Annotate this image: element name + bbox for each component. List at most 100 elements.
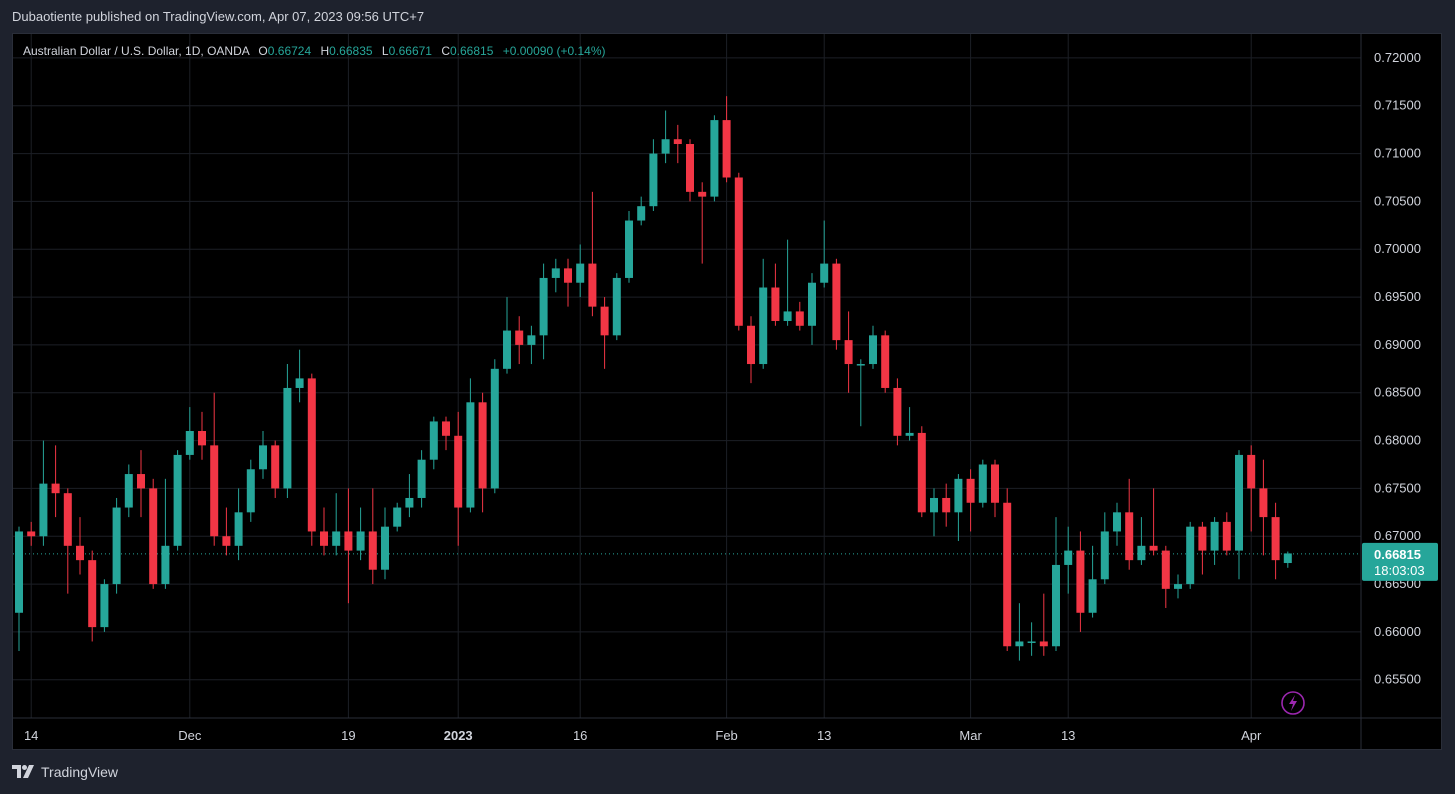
candle-body [1052, 564, 1060, 647]
brand-name: TradingView [41, 764, 119, 780]
candle-up [527, 325, 536, 365]
candle-down [210, 392, 219, 546]
candlestick-chart[interactable]: 0.72000 0.71500 0.71000 0.70500 0.70000 0.695… [13, 34, 1441, 749]
candle-body [637, 206, 646, 221]
change-value: +0.00090 (+0.14%) [502, 44, 606, 58]
price-axis[interactable]: 0.72000 0.71500 0.71000 0.70500 0.70000 0.695… [1374, 50, 1421, 687]
candle-body [1247, 454, 1256, 489]
price-tick-label: 0.65500 [1374, 672, 1421, 687]
candle-up [1027, 622, 1036, 656]
candle-body [381, 526, 389, 570]
candle-up [637, 196, 646, 226]
candle-body [405, 497, 414, 508]
candle-down [1149, 488, 1158, 556]
candle-body [856, 364, 865, 366]
price-tick-label: 0.69500 [1374, 289, 1421, 304]
candle-body [1088, 579, 1097, 613]
price-tick-label: 0.71000 [1374, 146, 1421, 161]
candle-body [137, 474, 145, 489]
lightning-icon[interactable] [1281, 691, 1305, 715]
candle-down [368, 488, 377, 585]
candle-body [588, 263, 597, 307]
candle-up [466, 378, 475, 513]
candle-body [503, 330, 511, 369]
candle-body [442, 421, 450, 436]
candle-body [869, 335, 877, 365]
candle-body [1271, 517, 1280, 561]
candle-up [649, 139, 658, 211]
candle-up [625, 210, 633, 283]
candle-up [808, 273, 816, 345]
candle-up [930, 488, 938, 537]
brand[interactable]: TradingView [12, 764, 118, 780]
candle-up [1052, 517, 1060, 652]
candle-body [1283, 553, 1292, 564]
candle-up [173, 450, 182, 551]
candle-body [991, 464, 999, 503]
candle-up [978, 459, 987, 508]
candle-up [490, 359, 499, 494]
candle-body [1186, 526, 1195, 585]
candle-body [210, 445, 219, 537]
candle-up [1186, 521, 1195, 589]
time-tick-label: Feb [715, 728, 737, 743]
candle-body [1039, 641, 1048, 647]
candle-down [832, 258, 841, 350]
tradingview-logo-icon [12, 765, 34, 778]
candle-up [259, 431, 267, 479]
candle-down [307, 373, 316, 546]
high-value: 0.66835 [329, 44, 373, 58]
candle-body [222, 536, 231, 546]
candle-up [124, 464, 133, 518]
candle-up [332, 493, 341, 556]
candle-body [173, 454, 182, 546]
candle-down [1247, 445, 1256, 532]
open-value: 0.66724 [267, 44, 312, 58]
candle-up [820, 220, 829, 288]
candle-body [1210, 521, 1219, 551]
candle-down [478, 392, 487, 513]
candle-up [661, 110, 670, 164]
close-value: 0.66815 [450, 44, 494, 58]
price-tick-label: 0.68000 [1374, 433, 1421, 448]
grid-lines [13, 34, 1361, 718]
candle-down [1198, 521, 1207, 575]
open-label: O [258, 44, 268, 58]
candle-body [185, 431, 194, 455]
candle-body [149, 488, 158, 585]
time-tick-label: Apr [1241, 728, 1262, 743]
candle-down [88, 550, 97, 642]
candle-body [576, 263, 585, 283]
candle-body [307, 378, 316, 532]
candle-down [76, 517, 84, 575]
time-tick-label: Mar [959, 728, 982, 743]
candle-body [564, 268, 572, 283]
candle-body [661, 139, 670, 154]
candle-body [820, 263, 829, 283]
candle-up [295, 349, 304, 403]
candle-down [51, 445, 60, 518]
chart-panel[interactable]: 0.72000 0.71500 0.71000 0.70500 0.70000 0.695… [12, 33, 1442, 750]
last-price-tag-background [1362, 542, 1438, 581]
candle-up [710, 115, 719, 202]
candle-body [490, 368, 499, 489]
candle-down [1125, 478, 1134, 570]
candle-body [1235, 454, 1243, 551]
candle-body [686, 144, 694, 192]
candle-body [917, 432, 926, 513]
candle-down [991, 459, 999, 518]
candle-body [246, 469, 255, 513]
candle-body [429, 421, 438, 460]
symbol-name[interactable]: Australian Dollar / U.S. Dollar, 1D, OAN… [23, 44, 250, 58]
candle-up [161, 478, 170, 589]
time-axis[interactable]: 14 Dec 19 2023 16 Feb 13 Mar 13 Apr [24, 728, 1262, 743]
candle-body [368, 531, 377, 570]
candles [15, 96, 1292, 661]
candle-down [966, 469, 975, 532]
candle-body [539, 277, 548, 336]
candle-up [954, 474, 963, 542]
candle-down [442, 416, 450, 451]
candle-up [1283, 551, 1292, 568]
candle-down [844, 311, 853, 393]
candle-body [88, 560, 97, 628]
